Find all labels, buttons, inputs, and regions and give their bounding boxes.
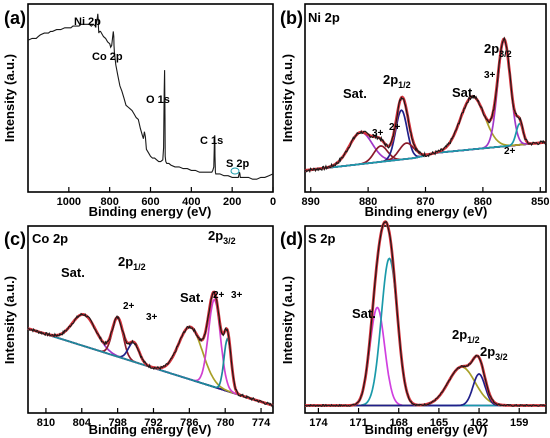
panel-d-title: S 2p	[308, 231, 336, 246]
panel-d-x-ticks: 174 171 168 165 162 159	[309, 408, 528, 429]
annot-s2p: S 2p	[226, 158, 250, 170]
panel-c-series	[27, 290, 274, 408]
panel-c-envelope-line	[27, 290, 274, 407]
co-2p12-label: 2p1/2	[118, 254, 146, 272]
panel-b-x-tick-label: 860	[474, 196, 492, 208]
co-3plus-label-2: 3+	[231, 290, 243, 301]
panel-b-raw-data-line	[304, 36, 547, 174]
panel-b-x-ticks: 890 880 870 860 850	[302, 187, 549, 208]
panel-c-x-ticks: 810 804 798 792 786 780 774	[37, 408, 271, 429]
ni-2plus-label-2: 2+	[504, 146, 516, 157]
panel-b-letter: (b)	[280, 8, 303, 28]
co-sat-label-1: Sat.	[61, 265, 85, 280]
panel-d-x-tick-label: 171	[349, 417, 367, 429]
panel-d-letter: (d)	[280, 229, 303, 249]
panel-b-x-tick-label: 870	[416, 196, 434, 208]
panel-c-letter: (c)	[4, 229, 26, 249]
panel-c-title: Co 2p	[32, 231, 68, 246]
s-2p32-label: 2p3/2	[480, 344, 508, 362]
panel-a-x-tick-label: 0	[270, 196, 276, 208]
panel-d-raw-data-line	[304, 220, 547, 408]
panel-d: (d) S 2p 174 171 168 165 162 159 Sat. 2p1/2 2…	[280, 220, 547, 437]
s2p-marker	[230, 167, 240, 175]
annot-ni2p: Ni 2p	[74, 16, 101, 28]
panel-d-peak-3	[305, 366, 546, 407]
panel-c-x-tick-label: 774	[252, 417, 271, 429]
annot-co2p: Co 2p	[92, 51, 123, 63]
panel-c-x-tick-label: 780	[216, 417, 234, 429]
panel-c-xlabel: Binding energy (eV)	[89, 422, 212, 437]
co-2plus-label-2: 2+	[213, 290, 225, 301]
panel-b-ylabel: Intensity (a.u.)	[280, 54, 295, 142]
co-3plus-label-1: 3+	[146, 312, 158, 323]
panel-a-x-tick-label: 200	[223, 196, 241, 208]
ni-sat-label-1: Sat.	[343, 86, 367, 101]
panel-d-x-tick-label: 165	[430, 417, 448, 429]
panel-a-series	[27, 13, 274, 180]
annot-o1s: O 1s	[146, 94, 170, 106]
panel-d-peak-2	[305, 257, 546, 407]
panel-c-x-tick-label: 792	[144, 417, 162, 429]
panel-a-xlabel: Binding energy (eV)	[89, 204, 212, 219]
panel-c: (c) Co 2p 810 804 798 792 786 780 774 Sat. Sat…	[2, 225, 274, 437]
panel-d-peak-1	[305, 306, 546, 407]
panel-c-plot-frame	[27, 225, 274, 414]
s-sat-label: Sat.	[352, 306, 376, 321]
panel-c-x-tick-label: 786	[180, 417, 198, 429]
panel-d-series	[304, 220, 547, 408]
panel-d-x-tick-label: 168	[390, 417, 408, 429]
panel-b-peak-3	[304, 109, 547, 172]
panel-a-x-tick-label: 1000	[57, 196, 81, 208]
panel-c-raw-data-line	[27, 291, 274, 408]
panel-c-x-tick-label: 804	[73, 417, 92, 429]
panel-d-x-tick-label: 162	[470, 417, 488, 429]
annot-c1s: C 1s	[200, 135, 223, 147]
ni-3plus-label-1: 3+	[372, 128, 384, 139]
panel-b-x-tick-label: 880	[359, 196, 377, 208]
panel-b-x-tick-label: 890	[302, 196, 320, 208]
co-sat-label-2: Sat.	[180, 290, 204, 305]
panel-b-x-tick-label: 850	[531, 196, 549, 208]
panel-a-survey-line	[27, 13, 274, 180]
panel-d-peak-4	[305, 373, 546, 407]
panel-b-xlabel: Binding energy (eV)	[365, 204, 488, 219]
panel-b-plot-frame	[304, 3, 547, 193]
co-2p32-label: 2p3/2	[208, 228, 236, 246]
panel-a-x-tick-label: 400	[182, 196, 200, 208]
panel-a-x-tick-label: 600	[141, 196, 159, 208]
panel-a-x-tick-label: 800	[100, 196, 118, 208]
panel-d-envelope-line	[305, 220, 546, 407]
ni-2p12-label: 2p1/2	[383, 72, 411, 90]
panel-b: (b) Ni 2p 890 880 870 860 850 Sat. Sat. 2p1/…	[280, 3, 549, 219]
panel-d-ylabel: Intensity (a.u.)	[280, 276, 295, 364]
panel-c-x-tick-label: 810	[37, 417, 55, 429]
panel-d-plot-frame	[304, 225, 547, 414]
panel-c-x-tick-label: 798	[108, 417, 126, 429]
panel-a: (a) 1000 800 600 400 200 0 Ni 2p Co 2p O 1s C…	[2, 3, 276, 219]
co-2plus-label-1: 2+	[123, 301, 135, 312]
ni-3plus-label-2: 3+	[484, 70, 496, 81]
panel-b-title: Ni 2p	[308, 10, 340, 25]
panel-a-x-ticks: 1000 800 600 400 200 0	[57, 187, 276, 208]
panel-a-ylabel: Intensity (a.u.)	[2, 54, 17, 142]
panel-d-xlabel: Binding energy (eV)	[365, 422, 488, 437]
panel-b-series	[304, 36, 547, 174]
panel-d-x-tick-label: 159	[510, 417, 528, 429]
panel-c-ylabel: Intensity (a.u.)	[2, 276, 17, 364]
ni-2p32-label: 2p3/2	[484, 41, 512, 59]
panel-d-x-tick-label: 174	[309, 417, 328, 429]
ni-sat-label-2: Sat.	[452, 85, 476, 100]
s-2p12-label: 2p1/2	[452, 327, 480, 345]
ni-2plus-label-1: 2+	[389, 122, 401, 133]
panel-a-letter: (a)	[4, 8, 26, 28]
